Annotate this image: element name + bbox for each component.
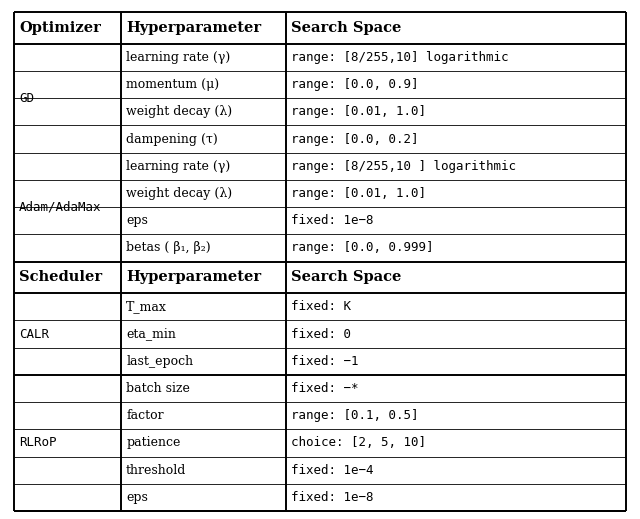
Text: momentum (μ): momentum (μ) (126, 78, 220, 91)
Text: fixed: 1e−4: fixed: 1e−4 (291, 463, 374, 476)
Text: range: [0.0, 0.999]: range: [0.0, 0.999] (291, 241, 434, 254)
Text: eta_min: eta_min (126, 327, 176, 340)
Text: batch size: batch size (126, 382, 190, 395)
Text: Hyperparameter: Hyperparameter (126, 270, 261, 284)
Text: factor: factor (126, 409, 164, 422)
Text: range: [0.0, 0.2]: range: [0.0, 0.2] (291, 132, 419, 145)
Text: dampening (τ): dampening (τ) (126, 132, 218, 145)
Text: Optimizer: Optimizer (19, 21, 101, 35)
Text: range: [0.1, 0.5]: range: [0.1, 0.5] (291, 409, 419, 422)
Text: fixed: 1e−8: fixed: 1e−8 (291, 491, 374, 504)
Text: fixed: 0: fixed: 0 (291, 327, 351, 340)
Text: Search Space: Search Space (291, 270, 402, 284)
Text: range: [0.0, 0.9]: range: [0.0, 0.9] (291, 78, 419, 91)
Text: fixed: −*: fixed: −* (291, 382, 359, 395)
Text: range: [0.01, 1.0]: range: [0.01, 1.0] (291, 187, 426, 200)
Text: weight decay (λ): weight decay (λ) (126, 187, 232, 200)
Text: eps: eps (126, 491, 148, 504)
Text: T_max: T_max (126, 301, 167, 313)
Text: Hyperparameter: Hyperparameter (126, 21, 261, 35)
Text: range: [8/255,10] logarithmic: range: [8/255,10] logarithmic (291, 51, 509, 64)
Text: eps: eps (126, 214, 148, 227)
Text: RLRoP: RLRoP (19, 436, 56, 449)
Text: fixed: K: fixed: K (291, 301, 351, 313)
Text: weight decay (λ): weight decay (λ) (126, 105, 232, 118)
Text: GD: GD (19, 92, 34, 105)
Text: learning rate (γ): learning rate (γ) (126, 160, 230, 173)
Text: patience: patience (126, 436, 180, 449)
Text: Search Space: Search Space (291, 21, 402, 35)
Text: threshold: threshold (126, 463, 186, 476)
Text: range: [8/255,10 ] logarithmic: range: [8/255,10 ] logarithmic (291, 160, 516, 173)
Text: last_epoch: last_epoch (126, 355, 193, 368)
Text: Adam/AdaMax: Adam/AdaMax (19, 200, 102, 213)
Text: choice: [2, 5, 10]: choice: [2, 5, 10] (291, 436, 426, 449)
Text: fixed: 1e−8: fixed: 1e−8 (291, 214, 374, 227)
Text: CALR: CALR (19, 327, 49, 340)
Text: learning rate (γ): learning rate (γ) (126, 51, 230, 64)
Text: betas ( β₁, β₂): betas ( β₁, β₂) (126, 241, 211, 254)
Text: range: [0.01, 1.0]: range: [0.01, 1.0] (291, 105, 426, 118)
Text: Scheduler: Scheduler (19, 270, 102, 284)
Text: fixed: −1: fixed: −1 (291, 355, 359, 368)
